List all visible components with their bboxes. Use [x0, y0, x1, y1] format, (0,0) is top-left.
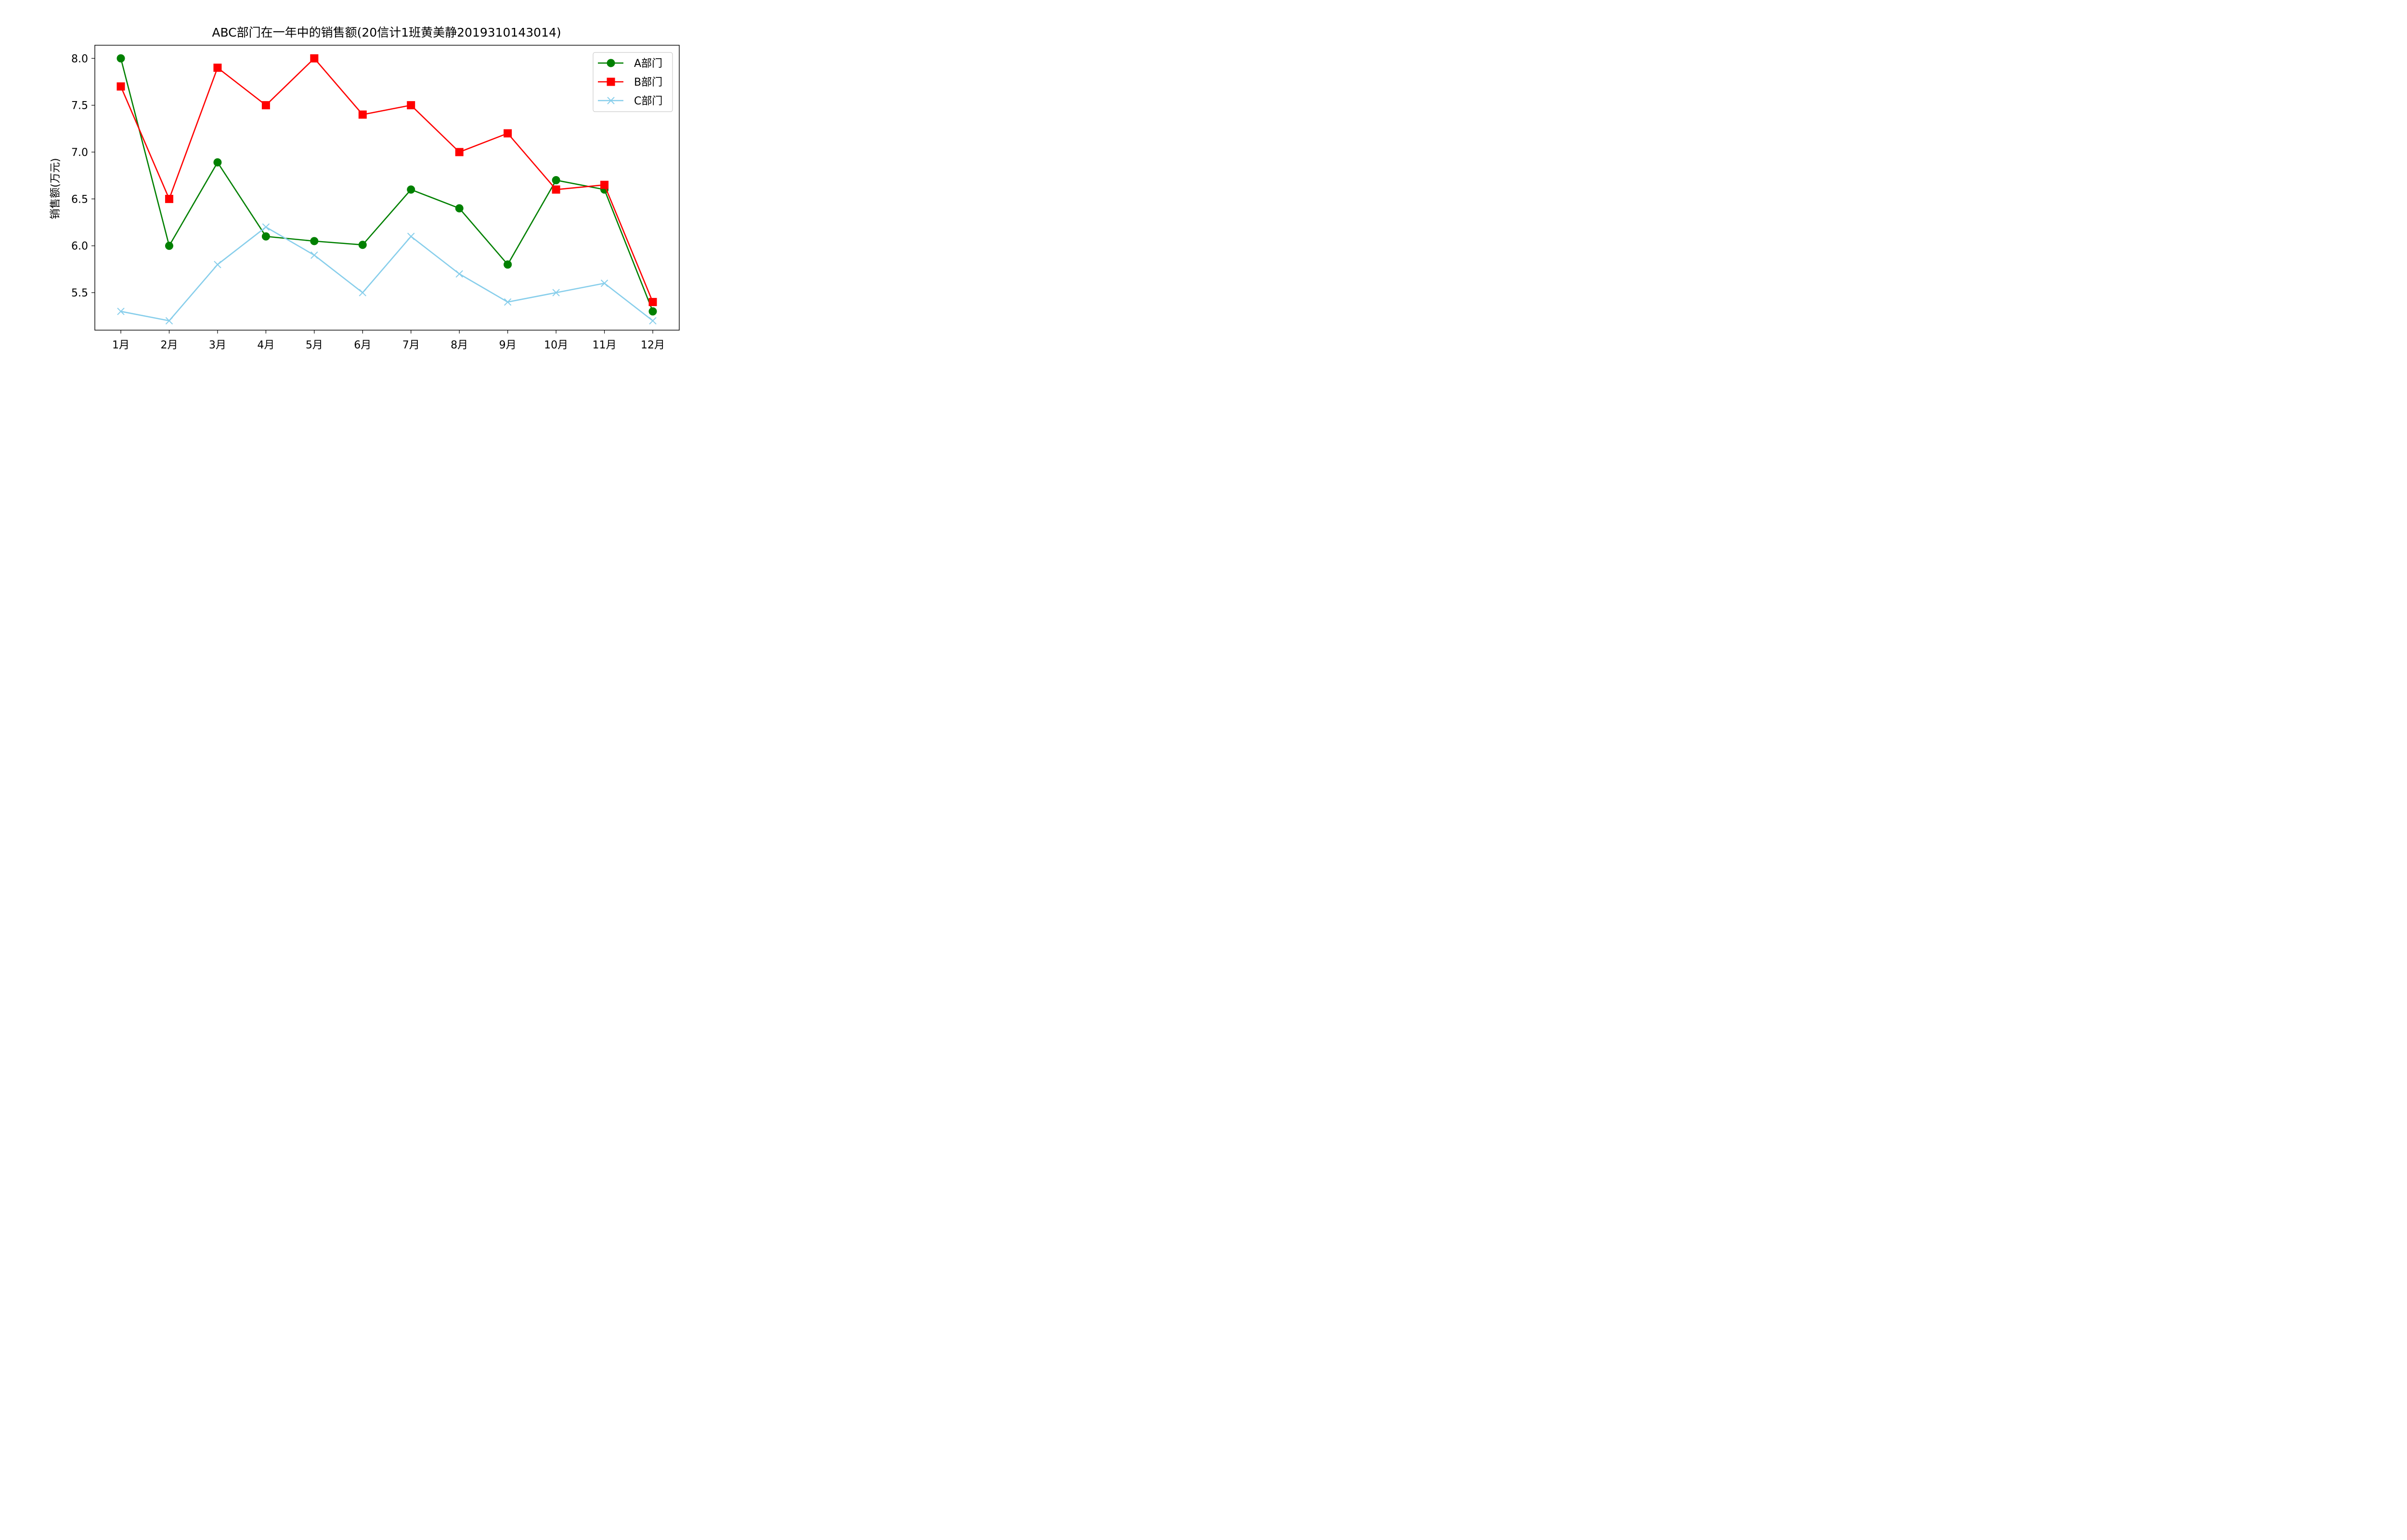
legend-label: C部门	[634, 95, 662, 107]
data-point	[552, 176, 560, 184]
x-tick-label: 4月	[257, 339, 274, 351]
data-point	[116, 54, 125, 63]
series-2	[116, 54, 657, 307]
y-tick-label: 6.0	[71, 241, 88, 253]
data-point	[648, 298, 657, 307]
data-point	[504, 260, 512, 269]
data-point	[261, 101, 270, 110]
x-tick-label: 1月	[112, 339, 129, 351]
data-point	[504, 298, 512, 306]
legend-entry: C部门	[598, 95, 662, 107]
legend-label: A部门	[634, 58, 662, 70]
data-point	[648, 307, 657, 316]
x-tick-label: 2月	[160, 339, 178, 351]
y-tick-label: 5.5	[71, 287, 88, 299]
chart-container: ABC部门在一年中的销售额(20信计1班黄美静2019310143014) 销售…	[0, 0, 751, 375]
x-tick-label: 3月	[209, 339, 226, 351]
y-tick-label: 8.0	[71, 53, 88, 65]
data-point	[407, 101, 415, 110]
series-line	[120, 57, 654, 303]
plot-frame	[94, 45, 680, 331]
data-point	[117, 308, 125, 315]
legend-entry: A部门	[598, 58, 662, 70]
series-1	[116, 54, 657, 316]
x-tick-label: 8月	[451, 339, 468, 351]
data-point	[504, 129, 512, 138]
data-point	[262, 223, 270, 231]
data-point	[649, 317, 657, 325]
series-3	[117, 223, 657, 325]
data-point	[359, 289, 366, 296]
legend-label: B部门	[634, 77, 662, 89]
data-point	[455, 148, 464, 156]
x-tick-label: 11月	[593, 339, 617, 351]
data-point	[455, 204, 464, 213]
legend-entry: B部门	[598, 77, 662, 89]
axes: 1月 2月 3月 4月 5月 6月 7月 8月 9月 10月 11月 12月 5.5 6.0 6.5 7.0 7…	[71, 45, 680, 351]
data-point	[358, 110, 367, 119]
legend-marker	[607, 77, 615, 86]
data-point	[552, 185, 560, 194]
data-point	[600, 279, 608, 287]
legend: A部门 B部门 C部门	[593, 52, 673, 112]
plot-area	[116, 54, 657, 325]
y-axis-label: 销售额(万元)	[50, 158, 62, 219]
series-line	[120, 58, 654, 312]
x-tick-label: 10月	[544, 339, 568, 351]
data-point	[310, 54, 319, 63]
data-point	[165, 242, 173, 250]
y-tick-label: 7.5	[71, 100, 88, 112]
data-point	[311, 251, 318, 259]
data-point	[165, 194, 173, 203]
series-line	[120, 226, 653, 321]
data-point	[310, 237, 319, 245]
data-point	[407, 232, 415, 240]
data-point	[213, 158, 222, 167]
legend-box	[593, 52, 673, 112]
data-point	[455, 270, 463, 278]
chart-title: ABC部门在一年中的销售额(20信计1班黄美静2019310143014)	[212, 26, 561, 39]
data-point	[600, 180, 609, 189]
legend-marker	[607, 59, 615, 67]
x-tick-label: 12月	[641, 339, 665, 351]
x-tick-label: 9月	[499, 339, 517, 351]
data-point	[358, 241, 367, 249]
data-point	[213, 64, 222, 72]
y-tick-label: 7.0	[71, 147, 88, 159]
data-point	[407, 185, 415, 194]
x-tick-label: 5月	[306, 339, 323, 351]
data-point	[116, 82, 125, 91]
line-chart: ABC部门在一年中的销售额(20信计1班黄美静2019310143014) 销售…	[0, 0, 751, 375]
x-tick-label: 7月	[402, 339, 420, 351]
data-point	[552, 289, 560, 296]
y-tick-label: 6.5	[71, 193, 88, 205]
data-point	[214, 260, 221, 269]
data-point	[261, 232, 270, 241]
data-point	[165, 317, 173, 325]
x-tick-label: 6月	[354, 339, 371, 351]
legend-marker	[607, 97, 615, 104]
